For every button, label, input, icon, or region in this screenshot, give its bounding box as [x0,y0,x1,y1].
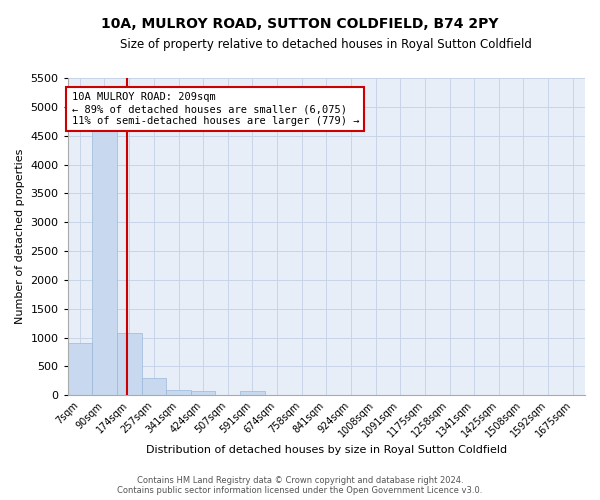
Bar [68,344,92,396]
Bar [117,334,142,396]
Text: 10A MULROY ROAD: 209sqm
← 89% of detached houses are smaller (6,075)
11% of semi: 10A MULROY ROAD: 209sqm ← 89% of detache… [71,92,359,126]
Bar [166,390,191,396]
Bar [142,378,166,396]
Text: 10A, MULROY ROAD, SUTTON COLDFIELD, B74 2PY: 10A, MULROY ROAD, SUTTON COLDFIELD, B74 … [101,18,499,32]
X-axis label: Distribution of detached houses by size in Royal Sutton Coldfield: Distribution of detached houses by size … [146,445,507,455]
Bar [191,390,215,396]
Text: Contains HM Land Registry data © Crown copyright and database right 2024.
Contai: Contains HM Land Registry data © Crown c… [118,476,482,495]
Y-axis label: Number of detached properties: Number of detached properties [15,149,25,324]
Bar [240,392,265,396]
Bar [92,130,117,396]
Title: Size of property relative to detached houses in Royal Sutton Coldfield: Size of property relative to detached ho… [121,38,532,51]
